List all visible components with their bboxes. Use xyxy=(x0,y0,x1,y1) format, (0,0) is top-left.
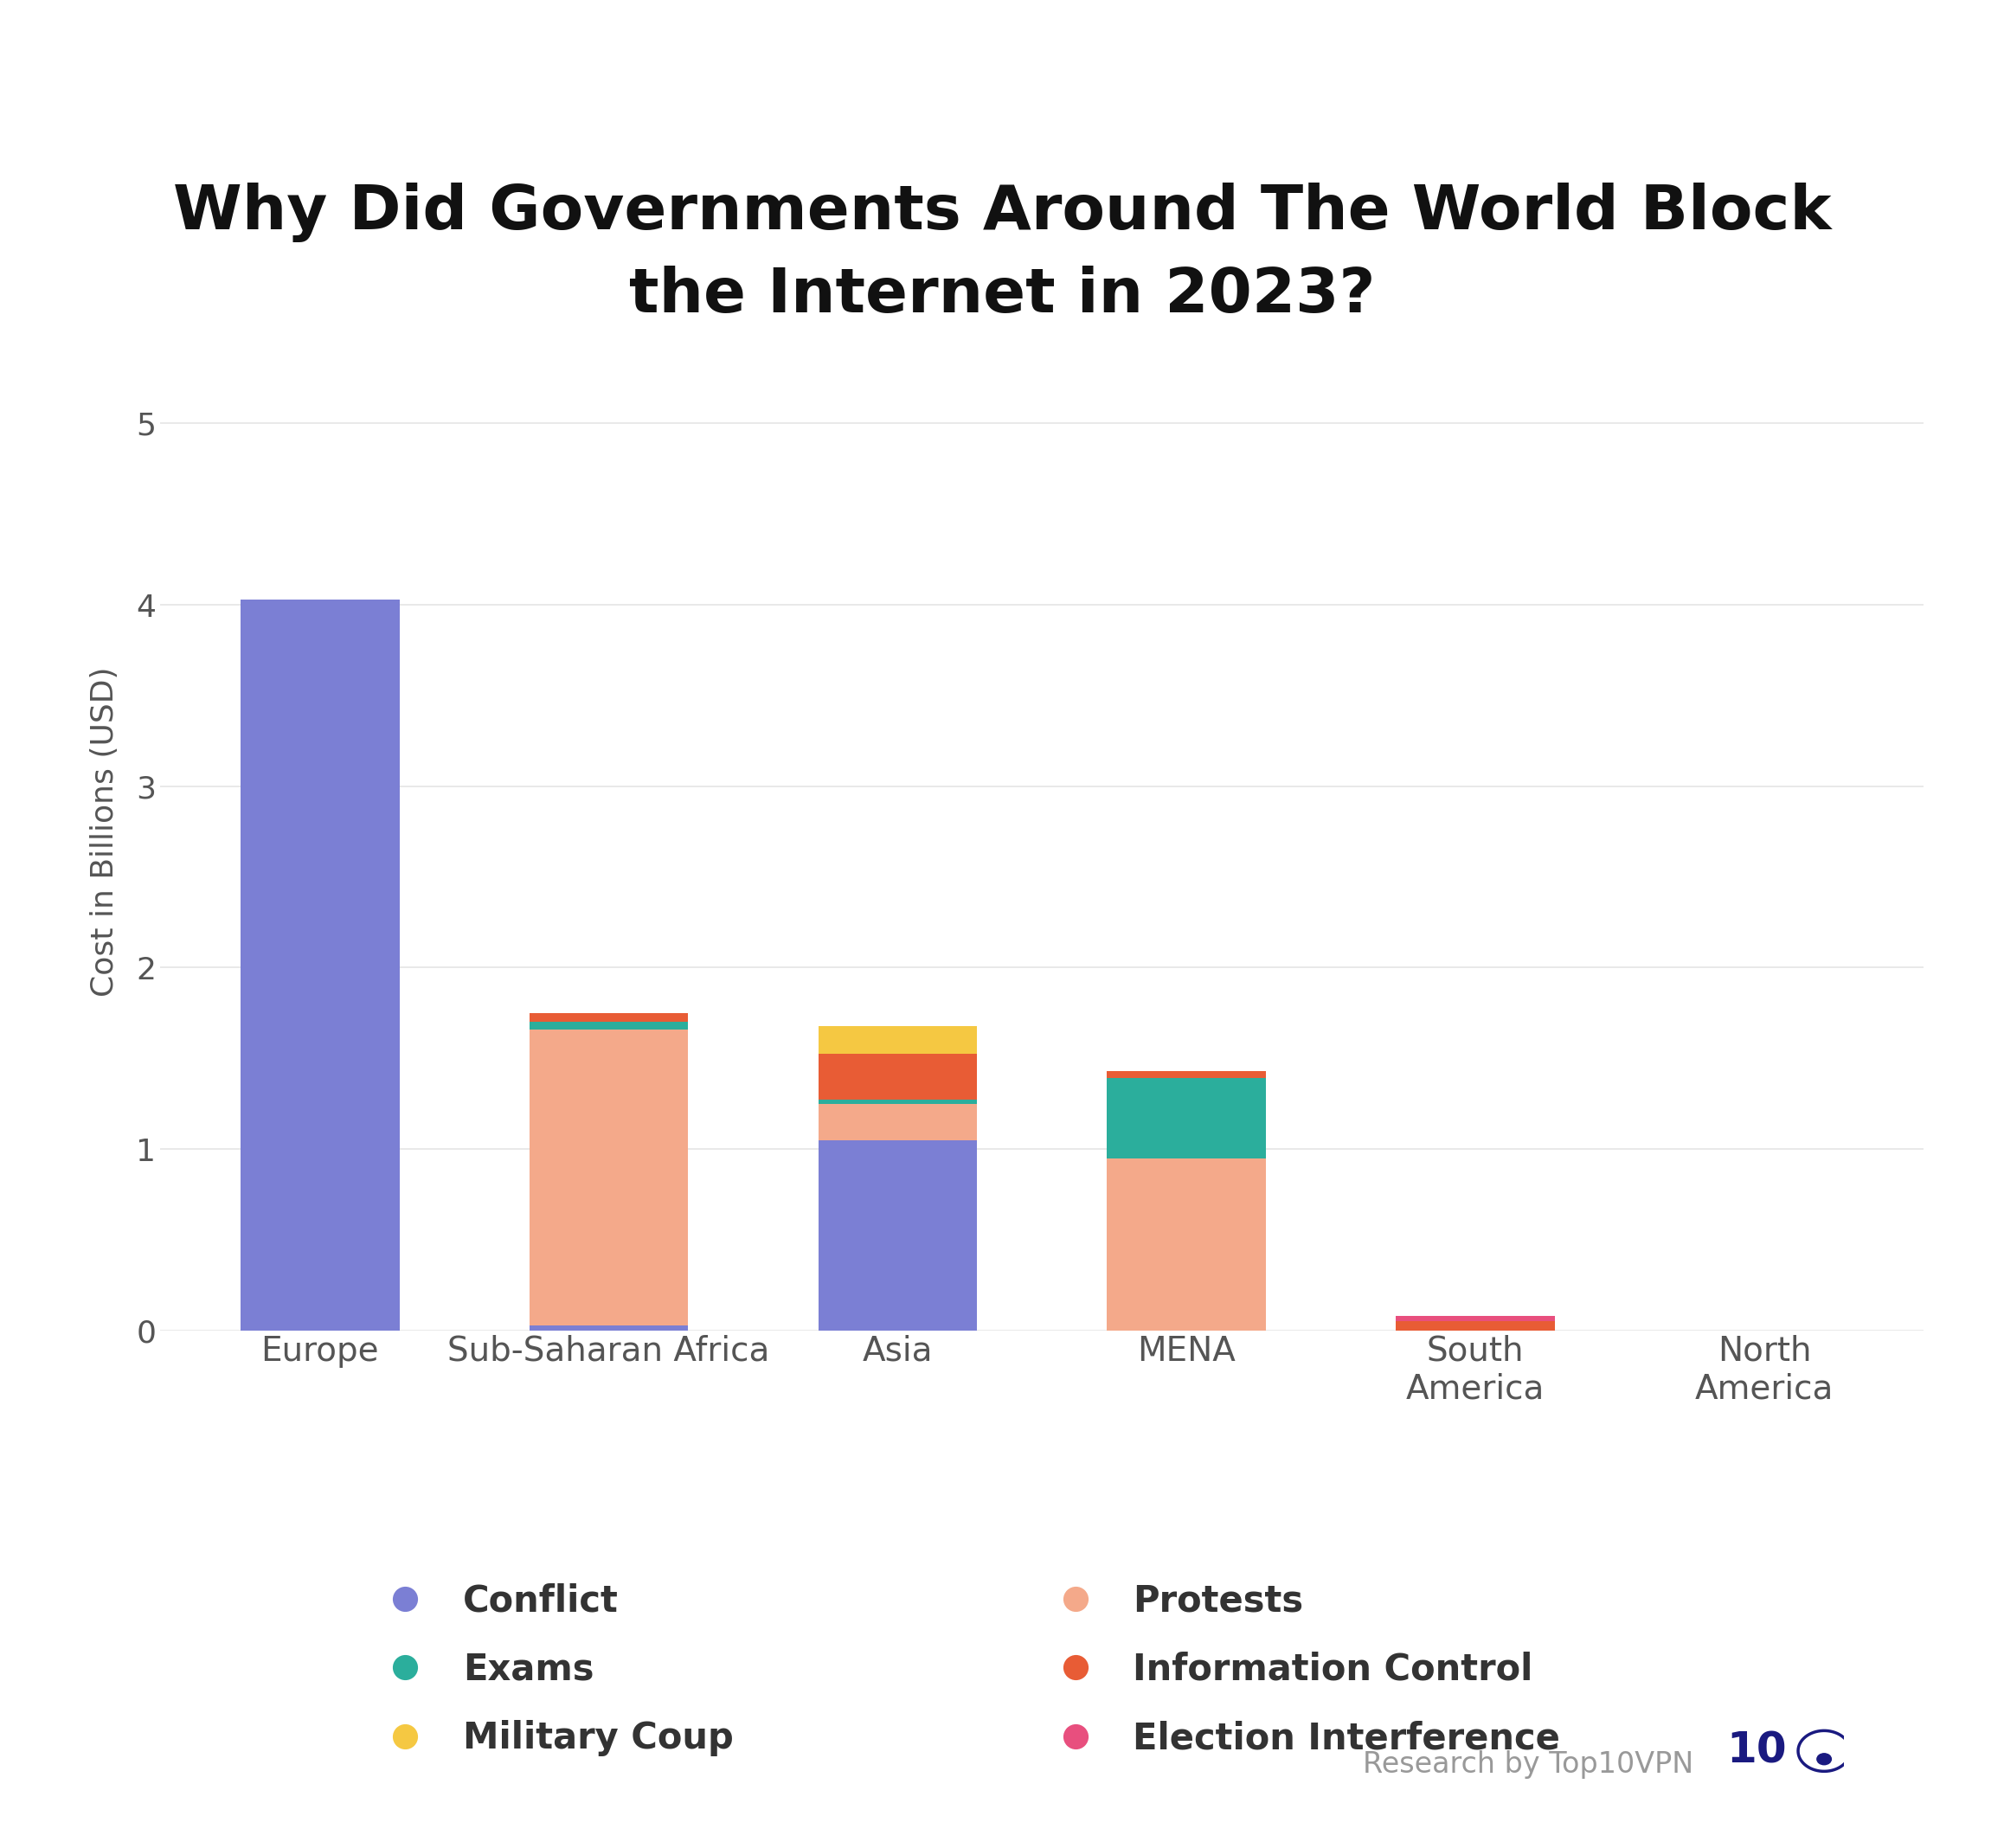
Legend: Protests, Information Control, Election Interference: Protests, Information Control, Election … xyxy=(1024,1569,1575,1770)
Y-axis label: Cost in Billions (USD): Cost in Billions (USD) xyxy=(90,667,120,996)
Text: the Internet in 2023?: the Internet in 2023? xyxy=(629,266,1375,325)
Bar xyxy=(240,599,399,1331)
Bar xyxy=(1106,1072,1267,1079)
Bar xyxy=(1106,1159,1267,1331)
Bar xyxy=(529,1325,687,1331)
Text: 10: 10 xyxy=(1725,1730,1788,1772)
Bar xyxy=(818,1100,978,1103)
Bar xyxy=(818,1053,978,1100)
Bar xyxy=(529,1022,687,1029)
Bar xyxy=(818,1026,978,1053)
Text: Why Did Governments Around The World Block: Why Did Governments Around The World Blo… xyxy=(172,183,1832,242)
Bar xyxy=(1397,1321,1555,1331)
Bar xyxy=(1397,1316,1555,1321)
Bar xyxy=(818,1140,978,1331)
Bar xyxy=(529,1013,687,1022)
Bar xyxy=(818,1103,978,1140)
Bar xyxy=(1106,1079,1267,1159)
Text: Research by Top10VPN: Research by Top10VPN xyxy=(1363,1750,1693,1780)
Circle shape xyxy=(1818,1754,1832,1765)
Bar xyxy=(529,1029,687,1325)
